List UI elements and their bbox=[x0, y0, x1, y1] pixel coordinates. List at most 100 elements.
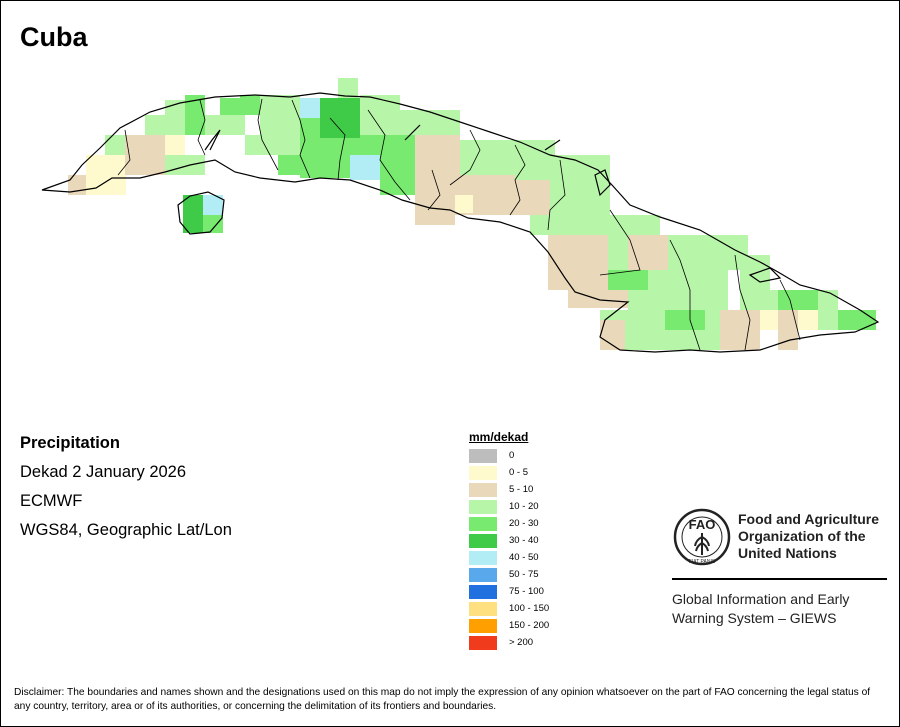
grid-cell bbox=[360, 135, 415, 155]
legend-swatch bbox=[469, 635, 497, 650]
legend-swatch bbox=[469, 584, 497, 599]
grid-cell bbox=[300, 118, 320, 178]
fao-logo-motto: FIAT PANIS bbox=[689, 559, 716, 565]
grid-cell bbox=[145, 115, 185, 135]
legend: mm/dekad 0 0 - 5 5 - 10 10 - 20 20 - 30 30 - … bbox=[469, 430, 549, 651]
legend-item: 40 - 50 bbox=[469, 549, 549, 566]
grid-cell bbox=[628, 235, 668, 270]
giews-name: Global Information and Early Warning Sys… bbox=[672, 590, 849, 628]
grid-cell bbox=[320, 98, 360, 138]
legend-item: 0 bbox=[469, 447, 549, 464]
period-label: Dekad 2 January 2026 bbox=[20, 463, 187, 481]
legend-label: > 200 bbox=[509, 637, 534, 648]
legend-swatch bbox=[469, 448, 497, 463]
map-title: Cuba bbox=[20, 22, 88, 52]
legend-item: > 200 bbox=[469, 634, 549, 651]
grid-cell bbox=[220, 98, 240, 115]
grid-cell bbox=[165, 135, 185, 155]
legend-swatch bbox=[469, 601, 497, 616]
legend-label: 75 - 100 bbox=[509, 586, 544, 597]
legend-item: 75 - 100 bbox=[469, 583, 549, 600]
grid-cell bbox=[455, 195, 473, 213]
grid-cell bbox=[338, 78, 358, 98]
grid-cell bbox=[380, 155, 415, 195]
grid-cell bbox=[798, 310, 818, 330]
grid-cell bbox=[203, 215, 223, 233]
grid-cell bbox=[550, 155, 610, 215]
grid-cell bbox=[165, 155, 205, 175]
grid-cell bbox=[760, 310, 780, 330]
legend-item: 30 - 40 bbox=[469, 532, 549, 549]
source-label: ECMWF bbox=[20, 492, 83, 510]
legend-swatch bbox=[469, 567, 497, 582]
grid-cell bbox=[350, 155, 380, 180]
legend-item: 5 - 10 bbox=[469, 481, 549, 498]
legend-swatch bbox=[469, 516, 497, 531]
grid-cell bbox=[720, 310, 760, 350]
fao-name: Food and Agriculture Organization of the… bbox=[738, 511, 879, 562]
legend-label: 5 - 10 bbox=[509, 484, 534, 495]
grid-cell bbox=[105, 135, 125, 155]
grid-cell bbox=[740, 290, 780, 310]
fao-logo-text: FAO bbox=[689, 517, 716, 532]
legend-label: 30 - 40 bbox=[509, 535, 539, 546]
grid-cell bbox=[530, 215, 660, 235]
grid-cell bbox=[205, 115, 245, 135]
legend-label: 50 - 75 bbox=[509, 569, 539, 580]
grid-cell bbox=[608, 270, 648, 290]
grid-cell bbox=[778, 290, 818, 310]
legend-label: 0 bbox=[509, 450, 515, 461]
map-info: Precipitation Dekad 2 January 2026 ECMWF… bbox=[20, 432, 232, 548]
fao-name-line: Organization of the bbox=[738, 528, 866, 544]
legend-item: 50 - 75 bbox=[469, 566, 549, 583]
grid-cell bbox=[740, 255, 770, 290]
legend-title: mm/dekad bbox=[469, 430, 529, 444]
grid-cell bbox=[240, 95, 260, 115]
grid-cell bbox=[818, 290, 838, 330]
grid-cell bbox=[183, 195, 203, 233]
grid-cell bbox=[648, 270, 728, 310]
precipitation-grid bbox=[68, 78, 876, 350]
legend-item: 150 - 200 bbox=[469, 617, 549, 634]
grid-cell bbox=[203, 195, 223, 215]
grid-cell bbox=[665, 310, 705, 330]
grid-cell bbox=[608, 235, 628, 270]
fao-name-line: United Nations bbox=[738, 545, 837, 561]
divider bbox=[672, 578, 887, 580]
grid-cell bbox=[530, 180, 550, 215]
grid-cell bbox=[838, 310, 876, 330]
fao-name-line: Food and Agriculture bbox=[738, 511, 880, 527]
giews-name-line: Warning System – GIEWS bbox=[672, 610, 837, 626]
province-boundaries bbox=[117, 98, 801, 351]
legend-label: 10 - 20 bbox=[509, 501, 539, 512]
legend-item: 100 - 150 bbox=[469, 600, 549, 617]
grid-cell bbox=[400, 110, 460, 135]
legend-label: 40 - 50 bbox=[509, 552, 539, 563]
precipitation-map bbox=[41, 78, 880, 353]
grid-cell bbox=[185, 95, 205, 115]
legend-item: 20 - 30 bbox=[469, 515, 549, 532]
grid-cell bbox=[125, 135, 165, 175]
legend-label: 0 - 5 bbox=[509, 467, 529, 478]
grid-cell bbox=[245, 135, 300, 155]
grid-cell bbox=[260, 95, 300, 135]
legend-label: 20 - 30 bbox=[509, 518, 539, 529]
coastline bbox=[41, 92, 880, 353]
grid-cell bbox=[185, 115, 205, 135]
grid-cell bbox=[415, 135, 460, 195]
grid-cell bbox=[660, 330, 720, 350]
legend-swatch bbox=[469, 465, 497, 480]
legend-item: 0 - 5 bbox=[469, 464, 549, 481]
legend-swatch bbox=[469, 550, 497, 565]
legend-rows: 0 0 - 5 5 - 10 10 - 20 20 - 30 30 - 40 40 - 50… bbox=[469, 447, 549, 651]
grid-cell bbox=[360, 95, 400, 135]
grid-cell bbox=[515, 140, 555, 180]
grid-cell bbox=[300, 98, 320, 118]
giews-name-line: Global Information and Early bbox=[672, 591, 850, 607]
legend-label: 100 - 150 bbox=[509, 603, 550, 614]
grid-cell bbox=[778, 310, 798, 350]
grid-cell bbox=[278, 155, 300, 175]
disclaimer: Disclaimer: The boundaries and names sho… bbox=[14, 687, 871, 712]
variable-label: Precipitation bbox=[20, 434, 120, 452]
legend-swatch bbox=[469, 482, 497, 497]
